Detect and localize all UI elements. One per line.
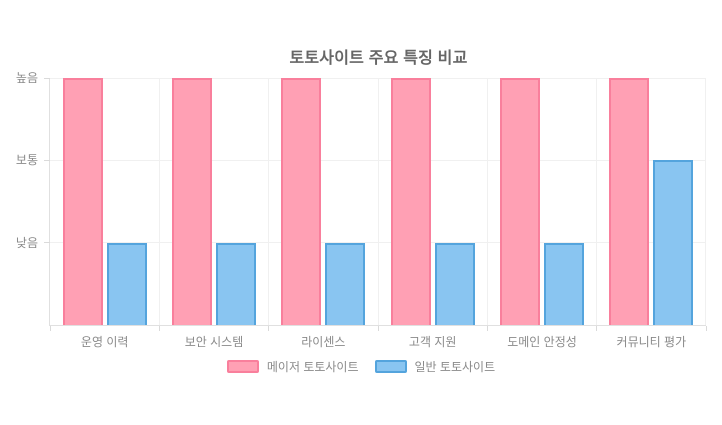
- bar-메이저 토토사이트: [171, 78, 212, 325]
- bar-일반 토토사이트: [106, 242, 147, 325]
- gridline-vertical: [377, 78, 379, 325]
- x-axis-tick-label: 라이센스: [301, 335, 346, 349]
- x-axis-tick-label: 커뮤니티 평가: [616, 335, 687, 349]
- x-axis-tick-label: 고객 지원: [408, 335, 457, 349]
- x-axis-tick-label: 도메인 안정성: [507, 335, 577, 349]
- y-axis-tick-label: 보통: [15, 153, 38, 168]
- bar-group: [159, 78, 268, 325]
- gridline-vertical: [268, 78, 270, 325]
- y-axis-tick: [44, 159, 50, 161]
- gridline-vertical: [596, 78, 598, 325]
- bar-group: [269, 78, 378, 325]
- x-axis-tick: [377, 326, 379, 331]
- bar-메이저 토토사이트: [390, 78, 431, 325]
- legend-item-label: 일반 토토사이트: [414, 360, 496, 374]
- bar-group: [487, 78, 596, 325]
- bar-메이저 토토사이트: [281, 78, 322, 325]
- x-axis-tick-label: 보안 시스템: [184, 335, 244, 349]
- bar-일반 토토사이트: [543, 242, 584, 325]
- bar-group: [597, 78, 706, 325]
- plot-area: [49, 77, 706, 326]
- bar-group: [50, 78, 159, 325]
- x-axis-tick-label: 운영 이력: [80, 335, 129, 349]
- bar-일반 토토사이트: [325, 242, 366, 325]
- bar-일반 토토사이트: [434, 242, 475, 325]
- bar-일반 토토사이트: [215, 242, 256, 325]
- y-axis-tick-label: 낮음: [15, 235, 38, 250]
- gridline-vertical: [704, 78, 706, 325]
- x-axis-tick: [596, 326, 598, 331]
- gridline-vertical: [158, 78, 160, 325]
- x-axis-tick: [158, 326, 160, 331]
- legend-swatch: [374, 360, 407, 373]
- legend-item-메이저 토토사이트[interactable]: 메이저 토토사이트: [226, 358, 359, 375]
- chart-title: 토토사이트 주요 특징 비교: [289, 50, 468, 67]
- x-axis-tick: [49, 326, 51, 331]
- legend-swatch: [226, 360, 259, 373]
- x-axis-tick: [705, 326, 707, 331]
- bar-group: [378, 78, 487, 325]
- legend-item-일반 토토사이트[interactable]: 일반 토토사이트: [374, 358, 496, 375]
- y-axis-tick: [44, 242, 50, 244]
- y-axis-tick: [44, 77, 50, 79]
- bar-일반 토토사이트: [653, 160, 694, 325]
- legend: 메이저 토토사이트 일반 토토사이트: [0, 358, 722, 375]
- bar-메이저 토토사이트: [499, 78, 540, 325]
- x-axis-tick: [486, 326, 488, 331]
- legend-item-label: 메이저 토토사이트: [266, 360, 359, 374]
- gridline-vertical: [486, 78, 488, 325]
- bar-메이저 토토사이트: [62, 78, 103, 325]
- y-axis-tick-label: 높음: [15, 71, 38, 85]
- bar-메이저 토토사이트: [609, 78, 650, 325]
- x-axis-tick: [268, 326, 270, 331]
